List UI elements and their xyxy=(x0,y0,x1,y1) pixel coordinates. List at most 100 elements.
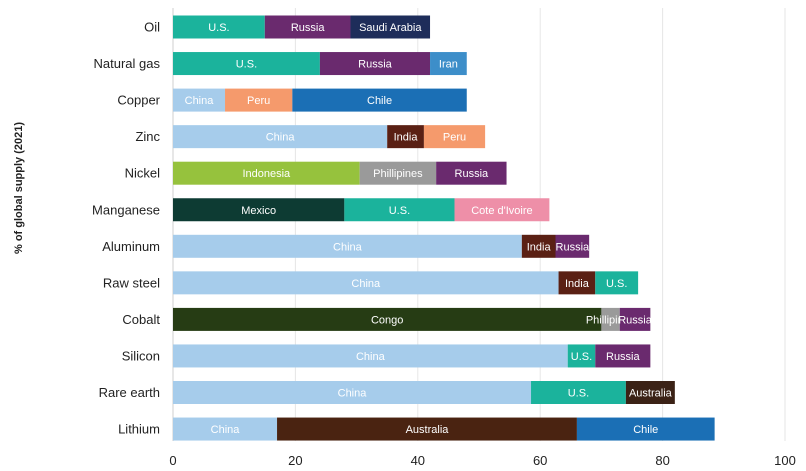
category-label: Zinc xyxy=(135,129,160,144)
segment-label: U.S. xyxy=(568,388,589,400)
segment-label: India xyxy=(527,241,552,253)
segment-label: China xyxy=(211,424,241,436)
segment-label: Phillipines xyxy=(373,168,423,180)
segment-label: India xyxy=(565,278,590,290)
bar-segment xyxy=(350,15,431,39)
bar-row: China U.S. Russia xyxy=(173,344,651,368)
bar-segment xyxy=(619,307,651,331)
bar-segment xyxy=(225,88,293,112)
segment-label: U.S. xyxy=(208,22,229,34)
x-tick-label: 40 xyxy=(411,453,425,468)
segment-label: China xyxy=(333,241,363,253)
bar-row: China U.S. Australia xyxy=(173,381,675,404)
segment-label: China xyxy=(338,388,368,400)
segment-label: Australia xyxy=(629,388,673,400)
x-tick-label: 100 xyxy=(774,453,796,468)
bar-segment xyxy=(436,161,507,185)
bar-segment xyxy=(601,307,620,331)
category-label: Copper xyxy=(117,93,160,108)
category-label: Oil xyxy=(144,20,160,35)
segment-label: China xyxy=(185,95,215,107)
bar-segment xyxy=(454,198,550,222)
segment-label: U.S. xyxy=(389,205,410,217)
segment-label: Peru xyxy=(443,132,466,144)
bar-segment xyxy=(531,381,626,404)
bar-segment xyxy=(173,381,532,404)
bar-segment xyxy=(173,271,559,295)
segment-label: U.S. xyxy=(571,351,592,363)
category-label: Rare earth xyxy=(99,385,160,400)
bar-segment xyxy=(173,417,278,441)
segment-label: Russia xyxy=(618,314,653,326)
category-label: Nickel xyxy=(125,166,161,181)
bar-segment xyxy=(277,417,577,441)
bar-segment xyxy=(555,234,590,258)
bar-segment xyxy=(173,125,388,149)
segment-label: Chile xyxy=(633,424,658,436)
bar-segment xyxy=(344,198,455,222)
x-tick-label: 60 xyxy=(533,453,547,468)
bar-segment xyxy=(264,15,351,39)
category-label: Lithium xyxy=(118,422,160,437)
bar-segment xyxy=(595,271,639,295)
bar-segment xyxy=(173,234,522,258)
x-tick-labels: 0 20 40 60 80 100 xyxy=(169,453,795,468)
category-label: Aluminum xyxy=(102,239,160,254)
segment-label: Russia xyxy=(606,351,641,363)
bar-segment xyxy=(173,161,360,185)
bar-row: China India Peru xyxy=(173,125,486,149)
segment-label: U.S. xyxy=(236,59,257,71)
bar-segment xyxy=(567,344,596,368)
segment-label: India xyxy=(394,132,419,144)
bar-row: China Peru Chile xyxy=(173,88,467,112)
segment-label: China xyxy=(351,278,381,290)
category-label: Silicon xyxy=(122,348,160,363)
bar-segment xyxy=(292,88,467,112)
segment-label: Cote d'Ivoire xyxy=(471,205,532,217)
segment-label: Russia xyxy=(358,59,393,71)
bar-segment xyxy=(576,417,715,441)
bar-segment xyxy=(430,52,467,76)
bar-segment xyxy=(423,125,486,149)
category-label: Raw steel xyxy=(103,275,160,290)
segment-label: Congo xyxy=(371,314,403,326)
bar-segment xyxy=(595,344,651,368)
bar-segment xyxy=(359,161,437,185)
x-tick-label: 80 xyxy=(655,453,669,468)
segment-label: Peru xyxy=(247,95,270,107)
segment-label: Russia xyxy=(455,168,490,180)
segment-label: U.S. xyxy=(606,278,627,290)
bar-row: China India U.S. xyxy=(173,271,639,295)
bar-segment xyxy=(319,52,431,76)
segment-label: Russia xyxy=(556,241,591,253)
segment-label: Saudi Arabia xyxy=(359,22,422,34)
x-tick-label: 20 xyxy=(288,453,302,468)
bar-row: U.S. Russia Saudi Arabia xyxy=(173,15,431,39)
bar-segment xyxy=(173,307,602,331)
bar-row: U.S. Russia Iran xyxy=(173,52,467,76)
category-label: Manganese xyxy=(92,202,160,217)
segment-label: Mexico xyxy=(241,205,276,217)
segment-label: Indonesia xyxy=(242,168,291,180)
y-axis-label: % of global supply (2021) xyxy=(13,122,25,254)
segment-label: China xyxy=(356,351,386,363)
category-labels: Oil Natural gas Copper Zinc Nickel Manganese A… xyxy=(92,20,161,437)
bar-segment xyxy=(173,198,345,222)
x-tick-label: 0 xyxy=(169,453,176,468)
bar-segment xyxy=(173,52,320,76)
category-label: Cobalt xyxy=(122,312,160,327)
bar-segment xyxy=(521,234,556,258)
segment-label: Australia xyxy=(406,424,450,436)
bar-segment xyxy=(173,15,265,39)
bar-segment xyxy=(387,125,424,149)
bars: U.S. Russia Saudi Arabia U.S. Russia Iran Chin… xyxy=(173,15,715,441)
gridlines xyxy=(172,8,786,441)
segment-label: Russia xyxy=(291,22,326,34)
category-label: Natural gas xyxy=(94,56,161,71)
bar-row: China India Russia xyxy=(173,234,591,258)
bar-row: Mexico U.S. Cote d'Ivoire xyxy=(173,198,550,222)
bar-segment xyxy=(173,88,226,112)
bar-row: Indonesia Phillipines Russia xyxy=(173,161,507,185)
